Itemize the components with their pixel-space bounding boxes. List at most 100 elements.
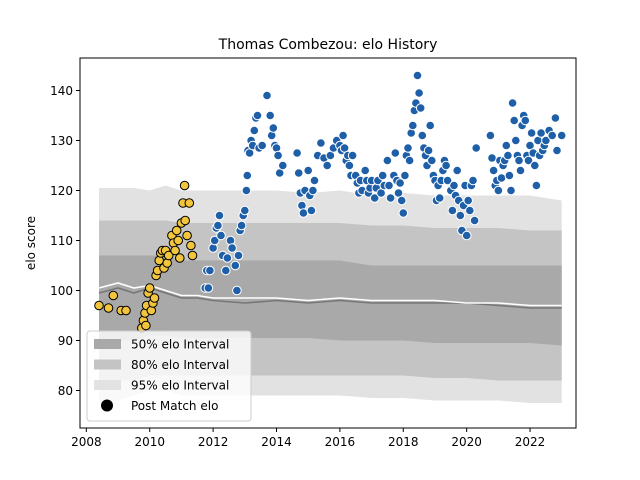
elo-point-1-138 [469, 215, 480, 226]
elo-point-0-0 [94, 300, 104, 311]
elo-point-1-104 [414, 88, 424, 98]
elo-point-1-122 [442, 175, 453, 186]
elo-point-1-48 [303, 165, 314, 176]
elo-point-1-156 [511, 135, 521, 146]
elo-point-0-1 [103, 303, 114, 313]
elo-point-1-125 [449, 180, 459, 191]
elo-point-1-175 [541, 135, 551, 146]
legend-frame [86, 330, 252, 422]
elo-point-0-23 [163, 250, 174, 261]
elo-point-0-26 [170, 245, 180, 256]
elo-point-1-15 [230, 260, 241, 271]
x-tick-label: 2010 [134, 435, 165, 449]
y-tick-label: 120 [50, 184, 73, 198]
elo-point-1-103 [412, 70, 423, 81]
elo-point-0-11 [144, 283, 155, 293]
x-tick-label: 2020 [451, 435, 482, 449]
y-tick-label: 140 [50, 84, 73, 98]
elo-point-1-85 [382, 155, 393, 166]
elo-point-1-100 [408, 120, 418, 131]
elo-point-0-27 [171, 225, 182, 236]
elo-point-1-16 [232, 285, 242, 296]
elo-point-0-34 [182, 230, 192, 241]
elo-point-1-66 [344, 160, 355, 171]
elo-point-0-2 [108, 290, 119, 301]
legend-label-0: 50% elo Interval [131, 338, 229, 352]
elo-point-1-151 [503, 150, 513, 161]
elo-point-1-172 [536, 128, 546, 138]
elo-point-1-166 [526, 128, 537, 138]
elo-point-0-37 [187, 250, 198, 261]
elo-point-1-177 [547, 130, 558, 141]
legend-marker-3 [101, 399, 113, 412]
legend-label-3: Post Match elo [131, 399, 218, 413]
elo-point-1-124 [447, 205, 458, 216]
x-tick-label: 2018 [388, 435, 419, 449]
elo-point-1-145 [493, 185, 504, 196]
elo-point-1-36 [268, 123, 279, 133]
elo-point-1-154 [507, 98, 518, 108]
elo-point-0-36 [186, 240, 196, 251]
elo-point-1-97 [403, 143, 413, 153]
elo-point-1-83 [377, 170, 388, 181]
x-tick-label: 2008 [71, 435, 102, 449]
chart-title: Thomas Combezou: elo History [218, 37, 438, 53]
elo-point-1-110 [423, 145, 434, 156]
y-axis-label: elo score [24, 216, 38, 270]
elo-point-1-52 [309, 175, 320, 186]
elo-point-1-21 [240, 205, 250, 216]
legend: 50% elo Interval 80% elo Interval 95% elo … [86, 330, 252, 422]
elo-point-1-168 [530, 160, 540, 171]
elo-point-1-94 [398, 208, 409, 218]
elo-point-1-51 [308, 185, 318, 196]
elo-point-1-74 [360, 165, 371, 176]
x-tick-label: 2016 [325, 435, 356, 449]
elo-point-1-135 [465, 205, 475, 216]
elo-point-1-95 [400, 170, 410, 181]
elo-point-1-142 [488, 165, 499, 176]
elo-point-1-39 [273, 150, 283, 161]
y-tick-label: 130 [50, 134, 73, 148]
elo-point-1-54 [316, 138, 326, 148]
elo-point-0-28 [173, 235, 183, 246]
elo-point-1-147 [496, 173, 507, 183]
elo-point-1-14 [227, 243, 237, 253]
x-tick-label: 2012 [198, 435, 229, 449]
elo-point-1-127 [452, 165, 463, 176]
elo-point-1-9 [216, 230, 226, 241]
elo-point-1-121 [441, 160, 451, 171]
elo-point-1-153 [506, 185, 516, 196]
elo-point-1-137 [468, 175, 478, 186]
elo-point-1-46 [298, 208, 309, 218]
elo-point-1-106 [417, 130, 428, 141]
elo-point-1-179 [552, 145, 562, 156]
elo-point-1-164 [523, 155, 534, 166]
elo-point-1-33 [262, 90, 272, 101]
elo-point-1-87 [385, 193, 396, 203]
elo-point-1-7 [213, 220, 223, 231]
legend-label-1: 80% elo Interval [131, 358, 229, 372]
elo-point-1-117 [434, 193, 445, 203]
elo-point-1-42 [292, 148, 302, 158]
x-axis: 2008 2010 2012 2014 2016 2018 2020 2022 [71, 428, 545, 449]
elo-point-1-92 [395, 178, 405, 188]
x-tick-label: 2014 [261, 435, 292, 449]
y-tick-label: 100 [50, 284, 73, 298]
elo-point-1-111 [425, 120, 436, 131]
elo-point-1-22 [241, 185, 252, 196]
elo-point-1-93 [396, 195, 407, 206]
elo-point-1-17 [233, 250, 244, 261]
elo-point-1-3 [205, 265, 215, 276]
elo-point-1-159 [515, 165, 526, 176]
elo-point-0-32 [179, 180, 190, 191]
elo-point-1-140 [485, 130, 496, 141]
elo-point-1-152 [504, 170, 515, 181]
elo-point-1-139 [471, 143, 482, 153]
y-tick-label: 80 [58, 384, 73, 398]
elo-point-1-62 [338, 130, 348, 141]
elo-point-1-11 [221, 265, 231, 276]
elo-point-1-2 [203, 283, 214, 293]
elo-point-0-29 [175, 253, 185, 263]
legend-swatch-2 [94, 380, 121, 390]
